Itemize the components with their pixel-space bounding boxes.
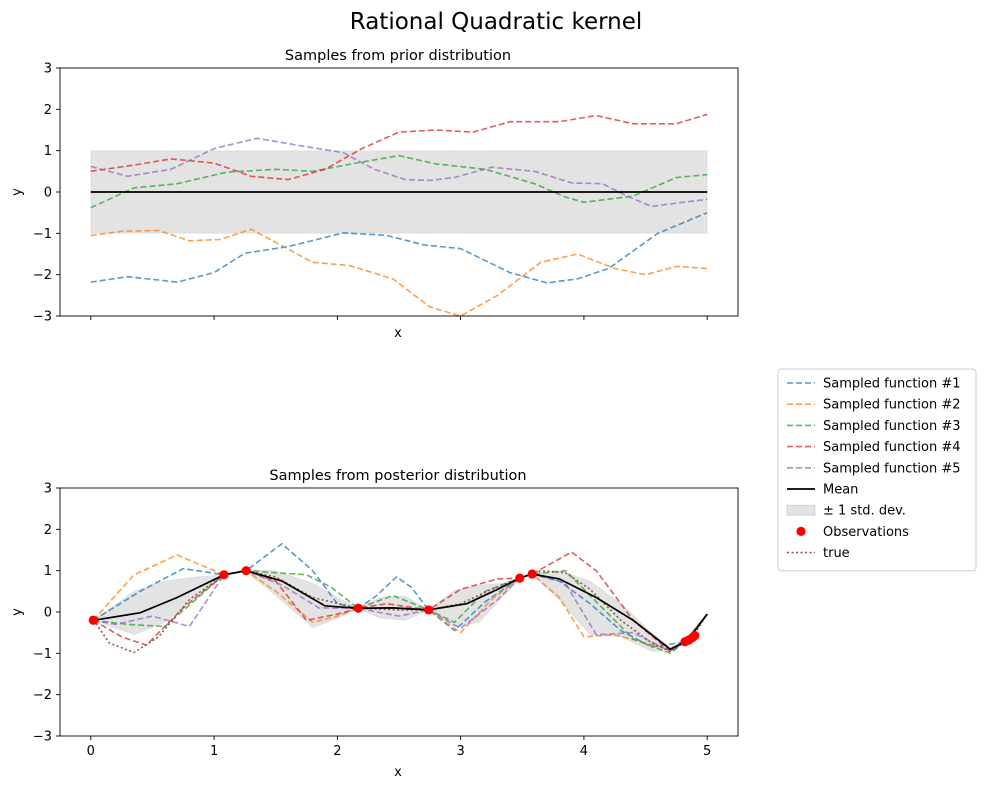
prior-sample-line-4 (90, 113, 708, 181)
posterior-observation-point (241, 566, 251, 576)
legend-label: Sampled function #1 (823, 377, 961, 392)
posterior-std-band (92, 568, 708, 652)
legend-swatch-band (786, 504, 816, 516)
prior-sample-line-5 (90, 137, 708, 208)
posterior-y-label: y (10, 608, 25, 616)
legend-swatch-dot (796, 526, 806, 537)
prior-y-tick-label: 3 (44, 62, 52, 77)
posterior-axes: 0 1 2 3 4 5 −3 −2 −1 0 1 2 3 (33, 482, 739, 759)
legend-label: Sampled function #5 (823, 461, 961, 476)
prior-sample-line-1 (90, 211, 708, 284)
posterior-observation-point (690, 630, 700, 641)
figure-title: Rational Quadratic kernel (350, 9, 643, 35)
posterior-observation-point (515, 573, 525, 583)
posterior-observation-point (423, 605, 434, 615)
posterior-panel: Samples from posterior distribution 0 1 2 3… (10, 468, 739, 780)
posterior-plot-area (88, 542, 708, 655)
posterior-x-tick-label: 2 (333, 744, 341, 759)
legend-label: Sampled function #4 (823, 440, 961, 455)
legend-frame (777, 368, 977, 572)
posterior-y-tick-label: 0 (44, 606, 52, 621)
prior-y-label: y (10, 188, 25, 196)
posterior-marks (90, 542, 708, 655)
prior-title: Samples from prior distribution (285, 48, 511, 64)
posterior-x-tick-label: 3 (456, 744, 464, 759)
posterior-y-tick-label: 3 (44, 482, 52, 497)
prior-y-tick-label: 1 (44, 144, 52, 159)
posterior-x-tick-label: 4 (580, 744, 588, 759)
prior-plot-area (90, 113, 708, 316)
posterior-sample-line-4 (92, 551, 708, 653)
posterior-observation-point (527, 569, 537, 579)
posterior-x-tick-label: 0 (87, 744, 95, 759)
posterior-title: Samples from posterior distribution (269, 468, 526, 484)
legend-label: Mean (823, 483, 858, 498)
posterior-observation-point (88, 615, 98, 625)
posterior-y-tick-label: 2 (44, 523, 52, 538)
prior-sample-line-3 (90, 154, 708, 209)
posterior-y-tick-label: −1 (33, 647, 52, 662)
posterior-y-tick-label: 1 (44, 564, 52, 579)
posterior-sample-line-5 (93, 569, 708, 653)
prior-sample-line-2 (90, 228, 708, 316)
legend-label: true (823, 546, 850, 561)
prior-y-tick-label: −2 (33, 268, 52, 283)
posterior-x-tick-label: 1 (210, 744, 218, 759)
posterior-y-tick-label: −3 (33, 730, 52, 745)
prior-x-label: x (394, 326, 402, 341)
posterior-mean-line (93, 569, 708, 651)
posterior-sample-line-1 (92, 542, 708, 648)
legend: Sampled function #1 Sampled function #2 Sa… (777, 368, 977, 572)
posterior-x-label: x (394, 765, 402, 780)
prior-y-tick-label: 2 (44, 103, 52, 118)
prior-y-tick-label: 0 (44, 186, 52, 201)
prior-marks (90, 113, 708, 316)
legend-label: Sampled function #2 (823, 398, 961, 413)
prior-axes: −3 −2 −1 0 1 2 3 (33, 62, 739, 325)
prior-y-tick-label: −1 (33, 227, 52, 242)
legend-label: Observations (823, 525, 909, 540)
posterior-observation-point (353, 603, 363, 613)
legend-label: Sampled function #3 (823, 419, 961, 434)
posterior-y-tick-label: −2 (33, 688, 52, 703)
posterior-x-tick-label: 5 (703, 744, 711, 759)
prior-panel: Samples from prior distribution −3 −2 −1 0 1… (10, 48, 739, 341)
prior-y-tick-label: −3 (33, 310, 52, 325)
posterior-observation-point (219, 570, 229, 580)
legend-label: ± 1 std. dev. (823, 504, 906, 519)
